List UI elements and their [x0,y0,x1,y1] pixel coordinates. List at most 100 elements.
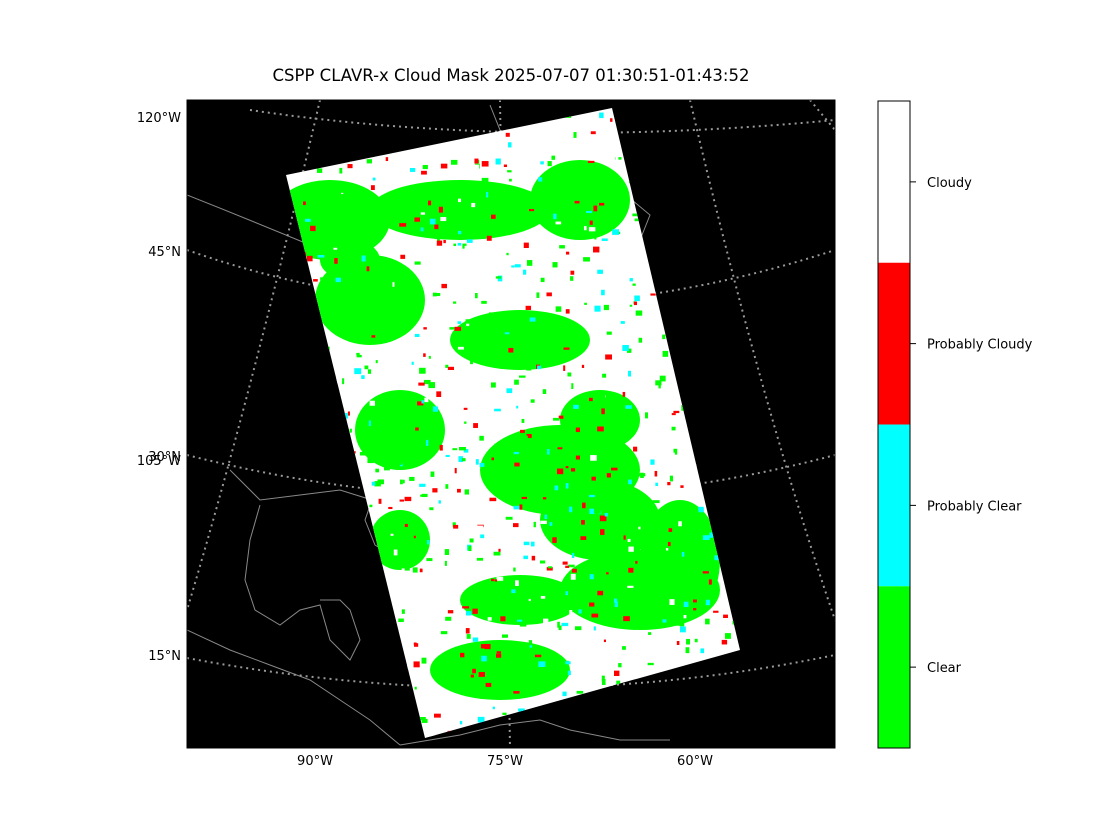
mask-pixel [303,201,306,206]
mask-pixel [410,167,416,172]
mask-pixel [671,413,676,416]
mask-pixel [511,589,516,594]
mask-pixel [692,599,697,603]
mask-pixel [599,202,605,206]
mask-pixel [338,274,344,281]
mask-pixel [525,305,532,310]
mask-pixel [442,340,449,346]
mask-pixel [528,209,535,212]
mask-pixel [638,473,646,477]
mask-pixel [634,218,639,222]
mask-pixel [491,457,495,461]
mask-pixel [428,355,431,359]
lon-label: 75°W [487,754,523,769]
mask-pixel [448,719,455,723]
mask-pixel [655,453,662,459]
mask-pixel [464,489,469,495]
mask-pixel [602,582,609,585]
mask-pixel [418,382,425,386]
mask-pixel [436,220,441,224]
mask-pixel [531,555,536,561]
mask-pixel [526,433,532,439]
mask-pixel [396,525,399,531]
mask-pixel [705,618,710,625]
mask-pixel [549,522,553,526]
mask-pixel [349,428,352,433]
mask-pixel [540,277,545,283]
mask-pixel [369,504,373,508]
mask-pixel [392,282,395,287]
mask-pixel [554,485,559,491]
mask-pixel [465,611,472,616]
mask-pixel [593,239,601,242]
mask-pixel [420,494,423,497]
mask-pixel [398,618,404,623]
mask-pixel [570,522,577,526]
colorbar-label: Probably Cloudy [927,338,1033,353]
mask-pixel [558,625,562,631]
mask-pixel [611,617,619,621]
mask-pixel [440,217,447,222]
mask-pixel [629,304,633,307]
mask-pixel [426,540,430,545]
mask-pixel [387,280,392,286]
clear-region [430,640,570,700]
colorbar-frame [877,100,911,749]
mask-pixel [559,651,563,656]
mask-pixel [486,235,492,241]
mask-pixel [478,672,485,677]
mask-pixel [414,217,421,222]
mask-pixel [594,236,597,242]
mask-pixel [623,616,630,622]
mask-pixel [611,467,618,471]
mask-pixel [570,276,574,281]
mask-pixel [393,220,400,224]
mask-pixel [601,675,605,682]
mask-pixel [583,257,590,262]
mask-pixel [604,512,608,517]
mask-pixel [412,567,418,573]
mask-pixel [594,507,601,514]
clear-region [560,390,640,450]
mask-pixel [463,407,468,410]
mask-pixel [513,567,516,572]
mask-pixel [666,396,671,399]
clear-region [320,240,380,280]
mask-pixel [652,500,658,503]
mask-pixel [663,354,667,357]
mask-pixel [596,253,601,257]
mask-pixel [610,118,613,122]
mask-pixel [443,239,446,244]
mask-pixel [335,277,342,283]
mask-pixel [667,541,671,547]
clear-region [370,180,550,240]
mask-pixel [622,391,626,397]
mask-pixel [622,165,626,169]
mask-pixel [438,500,441,504]
mask-pixel [723,614,728,618]
mask-pixel [447,366,454,371]
mask-pixel [334,258,338,264]
mask-pixel [627,585,634,588]
mask-pixel [450,454,454,461]
mask-pixel [709,532,716,538]
lat-label: 120°W [137,111,181,126]
lat-label: 45°N [148,245,181,260]
clear-region [450,310,590,370]
mask-pixel [464,245,469,250]
mask-pixel [534,597,538,602]
mask-pixel [461,458,466,462]
mask-pixel [500,550,507,554]
mask-pixel [538,177,543,182]
mask-pixel [427,200,432,206]
mask-pixel [570,468,576,472]
mask-pixel [683,601,689,608]
mask-pixel [472,668,476,674]
mask-pixel [472,637,479,642]
mask-pixel [369,400,376,406]
mask-pixel [492,706,495,710]
mask-pixel [645,412,648,419]
colorbar-segment [878,101,910,263]
mask-pixel [557,447,563,450]
